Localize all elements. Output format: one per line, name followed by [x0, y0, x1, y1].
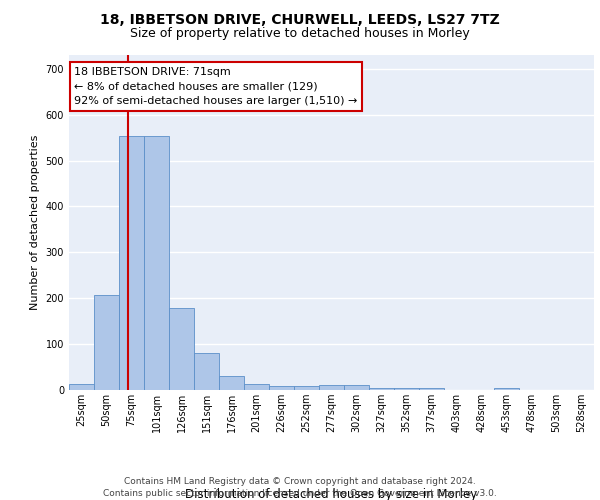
Bar [144, 136, 169, 390]
Bar [69, 384, 94, 390]
Bar [119, 136, 144, 390]
Bar [219, 376, 244, 390]
Text: 18, IBBETSON DRIVE, CHURWELL, LEEDS, LS27 7TZ: 18, IBBETSON DRIVE, CHURWELL, LEEDS, LS2… [100, 12, 500, 26]
Bar [169, 308, 194, 390]
Bar [494, 388, 519, 390]
Bar [394, 388, 419, 390]
Bar [294, 386, 319, 390]
Text: Size of property relative to detached houses in Morley: Size of property relative to detached ho… [130, 28, 470, 40]
Bar [194, 354, 219, 390]
Text: Contains HM Land Registry data © Crown copyright and database right 2024.
Contai: Contains HM Land Registry data © Crown c… [103, 476, 497, 498]
Bar [419, 388, 444, 390]
Bar [94, 295, 119, 390]
Bar [269, 386, 294, 390]
Bar [319, 386, 344, 390]
Bar [369, 388, 394, 390]
Text: 18 IBBETSON DRIVE: 71sqm
← 8% of detached houses are smaller (129)
92% of semi-d: 18 IBBETSON DRIVE: 71sqm ← 8% of detache… [74, 66, 358, 106]
X-axis label: Distribution of detached houses by size in Morley: Distribution of detached houses by size … [185, 488, 478, 500]
Y-axis label: Number of detached properties: Number of detached properties [30, 135, 40, 310]
Bar [244, 384, 269, 390]
Bar [344, 386, 369, 390]
